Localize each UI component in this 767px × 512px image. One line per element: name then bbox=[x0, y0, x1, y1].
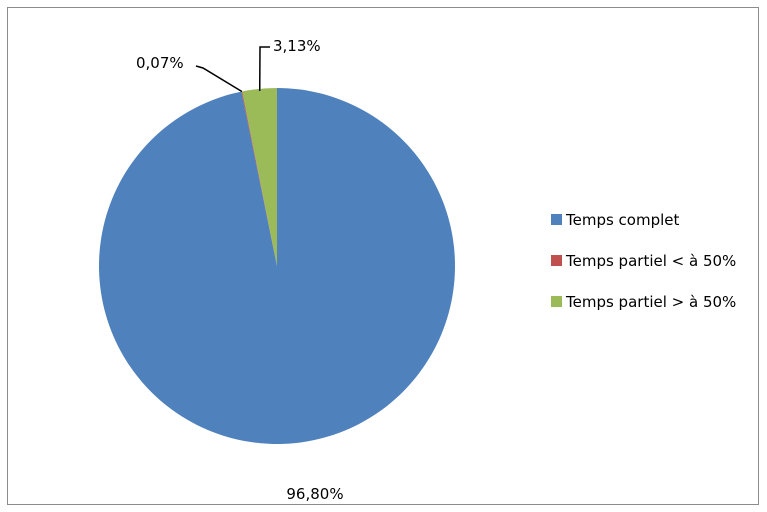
legend-label: Temps complet bbox=[566, 210, 680, 229]
leader-line-temps-partiel-plus-50 bbox=[258, 46, 270, 91]
legend-item-temps-complet: Temps complet bbox=[551, 210, 736, 229]
legend-swatch-green bbox=[551, 296, 562, 307]
pie-slices bbox=[98, 88, 455, 444]
leader-lines bbox=[195, 46, 270, 93]
legend-label: Temps partiel > à 50% bbox=[566, 292, 737, 311]
data-label-temps-complet: 96,80% bbox=[286, 485, 343, 503]
legend-swatch-blue bbox=[551, 214, 562, 225]
leader-line-temps-partiel-moins-50 bbox=[195, 65, 243, 93]
legend-item-temps-partiel-plus-50: Temps partiel > à 50% bbox=[551, 292, 736, 311]
data-label-temps-partiel-moins-50: 0,07% bbox=[136, 54, 184, 72]
pie-slice-2 bbox=[242, 88, 277, 266]
legend-label: Temps partiel < à 50% bbox=[566, 251, 737, 270]
legend: Temps complet Temps partiel < à 50% Temp… bbox=[551, 210, 736, 333]
pie-slice-1 bbox=[241, 91, 277, 266]
legend-item-temps-partiel-moins-50: Temps partiel < à 50% bbox=[551, 251, 736, 270]
data-label-temps-partiel-plus-50: 3,13% bbox=[273, 37, 321, 55]
legend-swatch-red bbox=[551, 255, 562, 266]
